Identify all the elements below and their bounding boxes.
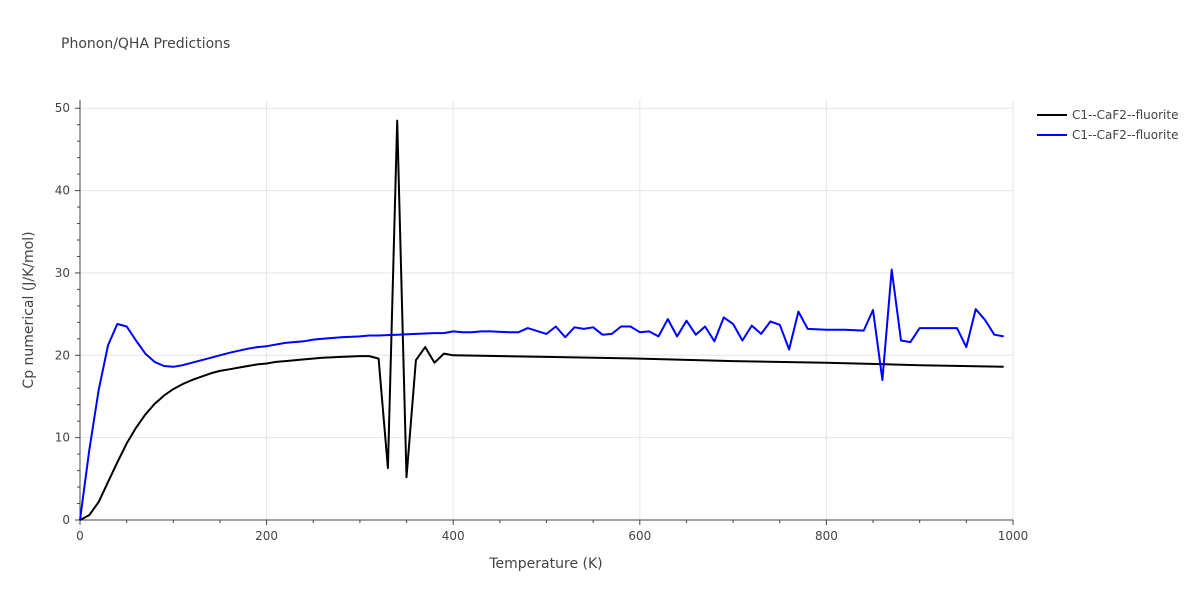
chart-title: Phonon/QHA Predictions bbox=[61, 36, 231, 52]
x-tick-label: 800 bbox=[815, 529, 838, 543]
y-tick-label: 0 bbox=[62, 513, 70, 527]
x-tick-label: 200 bbox=[255, 529, 278, 543]
series-line-1[interactable] bbox=[79, 119, 1004, 521]
y-tick-label: 40 bbox=[55, 184, 70, 198]
legend-label: C1--CaF2--fluorite bbox=[1072, 128, 1178, 142]
series-layer[interactable] bbox=[79, 119, 1004, 521]
legend-item-1[interactable]: C1--CaF2--fluorite bbox=[1037, 108, 1178, 122]
series-line-2[interactable] bbox=[79, 268, 1004, 521]
ticks-layer: 0 200 400 600 800 1000 0 10 20 30 40 50 bbox=[55, 101, 1029, 543]
legend[interactable]: C1--CaF2--fluorite C1--CaF2--fluorite bbox=[1037, 108, 1178, 142]
legend-label: C1--CaF2--fluorite bbox=[1072, 108, 1178, 122]
grid-layer bbox=[80, 100, 1014, 520]
x-axis-title: Temperature (K) bbox=[488, 556, 602, 572]
y-tick-label: 10 bbox=[55, 431, 70, 445]
legend-item-2[interactable]: C1--CaF2--fluorite bbox=[1037, 128, 1178, 142]
x-tick-label: 0 bbox=[76, 529, 84, 543]
x-tick-label: 1000 bbox=[998, 529, 1029, 543]
y-tick-label: 20 bbox=[55, 348, 70, 362]
y-tick-label: 50 bbox=[55, 101, 70, 115]
x-tick-label: 400 bbox=[442, 529, 465, 543]
x-tick-label: 600 bbox=[628, 529, 651, 543]
y-tick-label: 30 bbox=[55, 266, 70, 280]
y-axis-title: Cp numerical (J/K/mol) bbox=[21, 231, 37, 388]
